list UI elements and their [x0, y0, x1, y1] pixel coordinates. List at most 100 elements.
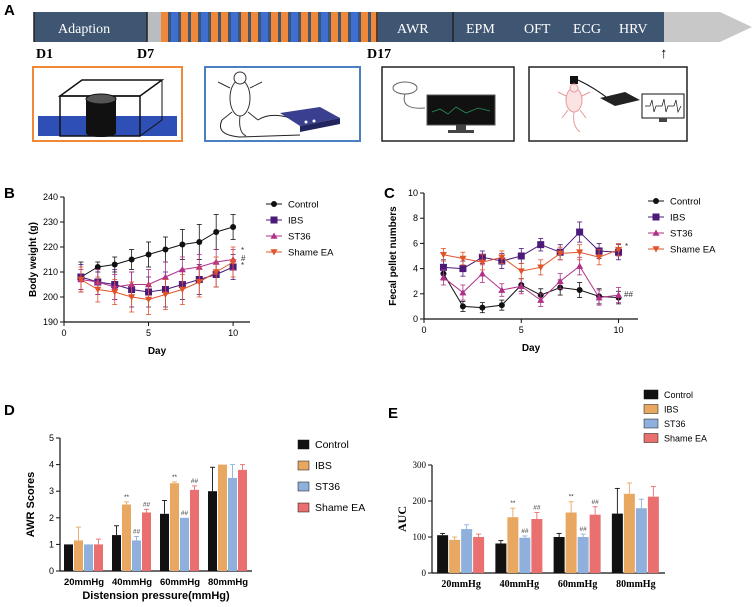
chart-b: 190 200 210 220 230 240 0 5 10 Day Body weight (g)… — [28, 192, 334, 357]
y-tick-label: 200 — [413, 496, 427, 506]
significance-marker: ## — [143, 501, 151, 508]
timeline-ea-stripe — [351, 12, 358, 42]
panel-b: B 190 200 210 220 230 240 0 5 10 Day Body weight (… — [4, 185, 334, 357]
y-tick-label: 230 — [43, 217, 58, 227]
bar — [142, 512, 151, 571]
significance-marker: * — [241, 261, 244, 270]
bar — [635, 508, 647, 573]
series-line — [443, 265, 619, 301]
timeline-ea-stripe — [251, 12, 258, 42]
timeline-ea-stripe — [361, 12, 368, 42]
data-point — [537, 264, 545, 271]
ea-stripes — [161, 12, 378, 42]
data-point — [77, 276, 85, 283]
bar — [190, 489, 199, 571]
data-point — [230, 224, 237, 230]
data-point — [270, 249, 278, 256]
timeline-ea-stripe — [331, 12, 338, 42]
x-tick-label: 40mmHg — [112, 577, 152, 588]
data-point — [595, 254, 603, 261]
data-point — [498, 286, 506, 293]
y-tick-label: 2 — [413, 289, 418, 299]
panel-e: E 0 100 200 300 20mmHg 40mmHg 60mmHg 80mmHg AUC C… — [388, 389, 707, 590]
bar — [507, 517, 519, 573]
timeline-ea-stripe — [231, 12, 238, 42]
data-point — [94, 286, 102, 293]
data-point — [537, 241, 545, 249]
timeline-ea-stripe — [321, 12, 328, 42]
data-point — [576, 228, 584, 236]
timeline-ea-stripe — [341, 12, 348, 42]
bar — [122, 504, 131, 571]
series-line — [80, 226, 234, 278]
ecg-recording-illustration — [528, 66, 688, 142]
bar — [461, 529, 473, 573]
y-axis-label: Fecal pellet numbers — [388, 206, 399, 306]
data-point — [556, 277, 564, 284]
series-shame-ea — [77, 246, 237, 315]
significance-marker: * — [241, 246, 244, 255]
data-point — [162, 246, 169, 253]
data-point — [439, 263, 447, 271]
panel-c: C 0 2 4 6 8 10 0 5 10 Day Fecal pellet numbers Cont… — [384, 185, 716, 354]
chart-e: 0 100 200 300 20mmHg 40mmHg 60mmHg 80mmHg AUC Con… — [395, 389, 707, 590]
stress-box-illustration — [32, 66, 183, 142]
data-point — [178, 266, 186, 273]
legend-label: Shame EA — [288, 248, 334, 259]
data-point — [178, 286, 186, 293]
data-point — [161, 291, 169, 298]
legend-swatch — [643, 404, 659, 414]
timeline-ea-stripe — [211, 12, 218, 42]
y-tick-label: 0 — [422, 568, 427, 578]
day-label-d1: D1 — [36, 47, 53, 62]
timeline-ea-stripe — [221, 12, 228, 42]
data-point — [212, 269, 220, 276]
data-point — [615, 291, 623, 298]
day-label-d7: D7 — [137, 47, 154, 62]
timeline-ea-stripe — [311, 12, 318, 42]
series-ibs — [439, 221, 623, 277]
panel-label-e: E — [388, 405, 398, 422]
bar — [112, 535, 121, 571]
timeline-ea-stripe — [281, 12, 288, 42]
legend-label: ST36 — [315, 481, 340, 493]
x-tick-label: 5 — [519, 325, 524, 335]
y-tick-label: 300 — [413, 460, 427, 470]
y-axis-label: AUC — [395, 506, 409, 532]
legend-label: Control — [670, 197, 701, 208]
bar — [208, 491, 217, 571]
x-tick-label: 40mmHg — [500, 579, 539, 590]
ea-stimulation-illustration — [204, 66, 361, 142]
bar — [74, 540, 83, 571]
data-point — [439, 251, 447, 259]
data-point — [459, 289, 467, 296]
timeline-ea-stripe — [181, 12, 188, 42]
bar — [647, 496, 659, 573]
y-tick-label: 0 — [49, 566, 54, 576]
awr-monitor-illustration — [381, 66, 515, 142]
legend-label: Control — [288, 200, 319, 211]
bar — [94, 544, 103, 571]
bar — [623, 493, 635, 573]
panel-label-a: A — [4, 2, 15, 19]
bar — [577, 537, 589, 573]
x-axis-label: Day — [148, 346, 167, 357]
x-tick-label: 0 — [421, 325, 426, 335]
y-axis-label: Body weight (g) — [28, 222, 39, 297]
legend-label: Shame EA — [670, 245, 716, 256]
series-line — [80, 261, 234, 301]
y-tick-label: 5 — [49, 433, 54, 443]
data-point — [179, 241, 186, 248]
y-tick-label: 4 — [413, 264, 418, 274]
x-axis-label: Distension pressure(mmHg) — [82, 590, 230, 602]
data-point — [576, 262, 584, 269]
x-tick-label: 80mmHg — [208, 577, 248, 588]
stage-label-hrv: HRV — [619, 22, 647, 37]
legend-label: Control — [315, 439, 349, 451]
hrv-marker-arrow-icon: ↑ — [660, 45, 668, 62]
chart-c: 0 2 4 6 8 10 0 5 10 Day Fecal pellet numbers Contro… — [388, 188, 716, 354]
significance-marker: ## — [181, 510, 189, 517]
data-point — [128, 256, 135, 263]
data-point — [498, 254, 506, 261]
